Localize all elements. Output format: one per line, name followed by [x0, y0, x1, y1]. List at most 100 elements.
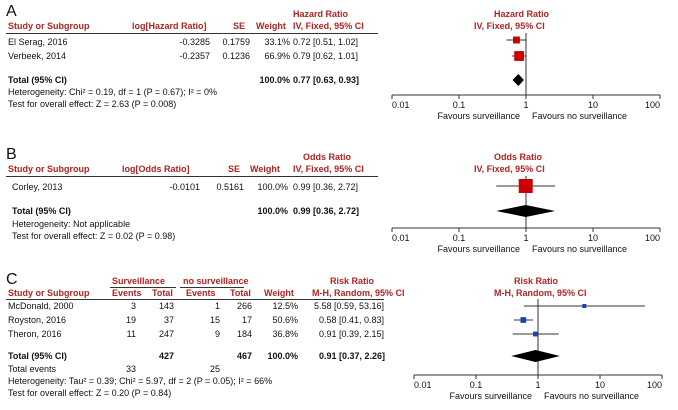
- x-tick-label: 100: [647, 380, 662, 390]
- study-name: Theron, 2016: [8, 329, 62, 339]
- total-weight: 100.0%: [257, 206, 288, 216]
- x-tick-label: 100: [645, 100, 660, 110]
- study-weight: 50.6%: [272, 315, 298, 325]
- est-header: log[Odds Ratio]: [122, 164, 190, 174]
- study-ci: 0.99 [0.36, 2.72]: [293, 182, 359, 192]
- total2-header: Total: [230, 288, 251, 298]
- ratio-header-sub: IV, Fixed, 95% CI: [293, 21, 364, 31]
- study-total1: 37: [163, 315, 174, 325]
- heterogeneity: Heterogeneity: Not applicable: [12, 219, 131, 229]
- study-name: McDonald, 2000: [8, 301, 74, 311]
- x-tick-label: 0.01: [392, 233, 410, 243]
- header-rule: [6, 299, 384, 300]
- study-events1: 11: [126, 329, 136, 339]
- overall-effect: Test for overall effect: Z = 0.20 (P = 0…: [8, 388, 172, 398]
- study-weight: 12.5%: [272, 301, 298, 311]
- group1-rule: [110, 287, 176, 288]
- plot-header-sub: IV, Fixed, 95% CI: [474, 164, 545, 174]
- study-ci: 0.79 [0.62, 1.01]: [293, 51, 359, 61]
- study-ci: 0.91 [0.39, 2.15]: [319, 329, 385, 339]
- favours-right-label: Favours no surveillance: [532, 111, 627, 121]
- pooled-diamond: [511, 350, 560, 362]
- study-total1: 143: [158, 301, 174, 311]
- est-header: log[Hazard Ratio]: [132, 21, 207, 31]
- study-header: Study or Subgroup: [8, 21, 90, 31]
- x-tick-label: 1: [523, 233, 528, 243]
- total-total1: 427: [158, 351, 174, 361]
- ratio-header-title: Odds Ratio: [303, 152, 352, 162]
- study-se: 0.5161: [216, 182, 244, 192]
- total-events-label: Total events: [8, 364, 57, 374]
- plot-header-title: Hazard Ratio: [494, 9, 550, 19]
- study-weight: 66.9%: [264, 51, 290, 61]
- total-events2: 25: [209, 364, 220, 374]
- total-ci: 0.77 [0.63, 0.93]: [293, 75, 360, 85]
- panel-c: C Surveillance no surveillance Risk Rati…: [0, 268, 678, 410]
- study-marker: [518, 179, 533, 193]
- x-tick-label: 0.1: [453, 100, 466, 110]
- group2-rule: [180, 287, 244, 288]
- study-est: -0.0101: [169, 182, 200, 192]
- overall-effect: Test for overall effect: Z = 2.63 (P = 0…: [8, 99, 177, 109]
- se-header: SE: [228, 164, 241, 174]
- total-ci: 0.91 [0.37, 2.26]: [319, 351, 386, 361]
- x-tick-label: 10: [595, 380, 605, 390]
- header-rule: [6, 176, 378, 177]
- study-weight: 100.0%: [257, 182, 288, 192]
- study-events1: 19: [125, 315, 136, 325]
- study-weight: 36.8%: [272, 329, 298, 339]
- x-tick-label: 100: [645, 233, 660, 243]
- x-tick-label: 1: [523, 100, 528, 110]
- favours-left-label: Favours surveillance: [437, 244, 520, 254]
- weight-header: Weight: [264, 288, 294, 298]
- plot-header-title: Odds Ratio: [494, 152, 543, 162]
- study-total2: 17: [241, 315, 252, 325]
- favours-right-label: Favours no surveillance: [532, 244, 627, 254]
- favours-left-label: Favours surveillance: [437, 111, 520, 121]
- plot-header-sub: M-H, Random, 95% CI: [494, 288, 587, 298]
- weight-header: Weight: [256, 21, 286, 31]
- x-tick-label: 0.1: [453, 233, 466, 243]
- favours-left-label: Favours surveillance: [449, 391, 532, 401]
- total-ci: 0.99 [0.36, 2.72]: [293, 206, 360, 216]
- study-header: Study or Subgroup: [8, 288, 90, 298]
- total-events1: 33: [125, 364, 136, 374]
- group2-header: no surveillance: [183, 276, 249, 286]
- x-tick-label: 10: [588, 100, 598, 110]
- study-ci: 0.72 [0.51, 1.02]: [293, 37, 359, 47]
- study-total2: 184: [236, 329, 252, 339]
- panel-b: B Odds Ratio Odds Ratio Study or Subgrou…: [0, 143, 678, 263]
- panel-letter-c: C: [6, 271, 18, 288]
- heterogeneity: Heterogeneity: Tau² = 0.39; Chi² = 5.97,…: [8, 376, 273, 386]
- total-label: Total (95% CI): [8, 351, 67, 361]
- header-rule: [6, 33, 378, 34]
- heterogeneity: Heterogeneity: Chi² = 0.19, df = 1 (P = …: [8, 87, 217, 97]
- plot-header-title: Risk Ratio: [514, 276, 559, 286]
- forest-plot-b: 0.01 0.1 1 10 100 Favours surveillance Favours…: [391, 176, 661, 254]
- x-tick-label: 10: [588, 233, 598, 243]
- study-header: Study or Subgroup: [8, 164, 90, 174]
- study-ci: 0.58 [0.41, 0.83]: [319, 315, 385, 325]
- study-se: 0.1759: [222, 37, 250, 47]
- events1-header: Events: [112, 288, 142, 298]
- ratio-header-sub: M-H, Random, 95% CI: [312, 288, 405, 298]
- study-se: 0.1236: [222, 51, 250, 61]
- x-tick-label: 1: [535, 380, 540, 390]
- total-total2: 467: [236, 351, 252, 361]
- study-marker: [512, 36, 520, 44]
- study-events2: 1: [214, 301, 220, 311]
- total-label: Total (95% CI): [8, 75, 67, 85]
- study-total2: 266: [236, 301, 252, 311]
- pooled-diamond: [512, 74, 524, 86]
- pooled-diamond: [496, 205, 556, 217]
- total-weight: 100.0%: [259, 75, 290, 85]
- study-ci: 5.58 [0.59, 53.16]: [314, 301, 385, 311]
- x-tick-label: 0.01: [414, 380, 432, 390]
- x-tick-label: 0.01: [392, 100, 410, 110]
- panel-a: A Hazard Ratio Hazard Ratio Study or Sub…: [0, 0, 678, 135]
- study-marker: [514, 51, 525, 61]
- forest-plot-c: 0.01 0.1 1 10 100 Favours surveillance Favours…: [413, 299, 663, 401]
- panel-letter-a: A: [6, 3, 17, 20]
- ratio-header-title: Hazard Ratio: [293, 9, 349, 19]
- study-name: Verbeek, 2014: [8, 51, 67, 61]
